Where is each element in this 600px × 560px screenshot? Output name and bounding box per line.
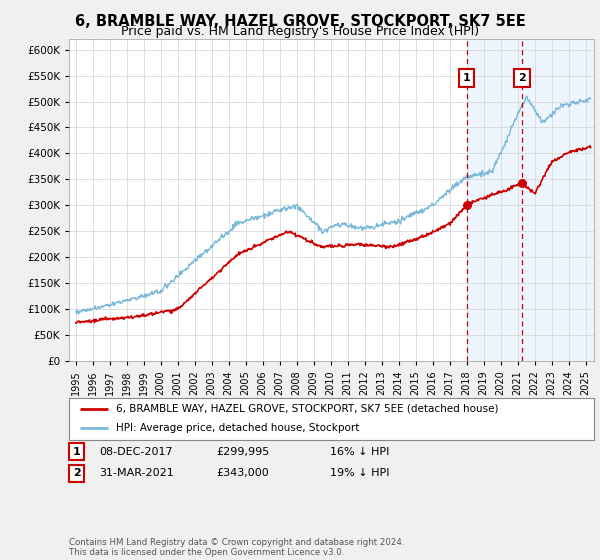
Text: 1: 1 — [73, 447, 80, 457]
Text: 6, BRAMBLE WAY, HAZEL GROVE, STOCKPORT, SK7 5EE: 6, BRAMBLE WAY, HAZEL GROVE, STOCKPORT, … — [74, 14, 526, 29]
Text: 1: 1 — [463, 73, 470, 83]
Text: £343,000: £343,000 — [216, 468, 269, 478]
Text: 16% ↓ HPI: 16% ↓ HPI — [330, 447, 389, 457]
Text: 2: 2 — [518, 73, 526, 83]
Text: Price paid vs. HM Land Registry's House Price Index (HPI): Price paid vs. HM Land Registry's House … — [121, 25, 479, 38]
Text: HPI: Average price, detached house, Stockport: HPI: Average price, detached house, Stoc… — [116, 423, 359, 433]
Text: 6, BRAMBLE WAY, HAZEL GROVE, STOCKPORT, SK7 5EE (detached house): 6, BRAMBLE WAY, HAZEL GROVE, STOCKPORT, … — [116, 404, 499, 414]
Text: 2: 2 — [73, 468, 80, 478]
Bar — [467, 39, 594, 361]
Text: 19% ↓ HPI: 19% ↓ HPI — [330, 468, 389, 478]
Text: 08-DEC-2017: 08-DEC-2017 — [99, 447, 173, 457]
Text: Contains HM Land Registry data © Crown copyright and database right 2024.
This d: Contains HM Land Registry data © Crown c… — [69, 538, 404, 557]
Text: 31-MAR-2021: 31-MAR-2021 — [99, 468, 174, 478]
Text: £299,995: £299,995 — [216, 447, 269, 457]
